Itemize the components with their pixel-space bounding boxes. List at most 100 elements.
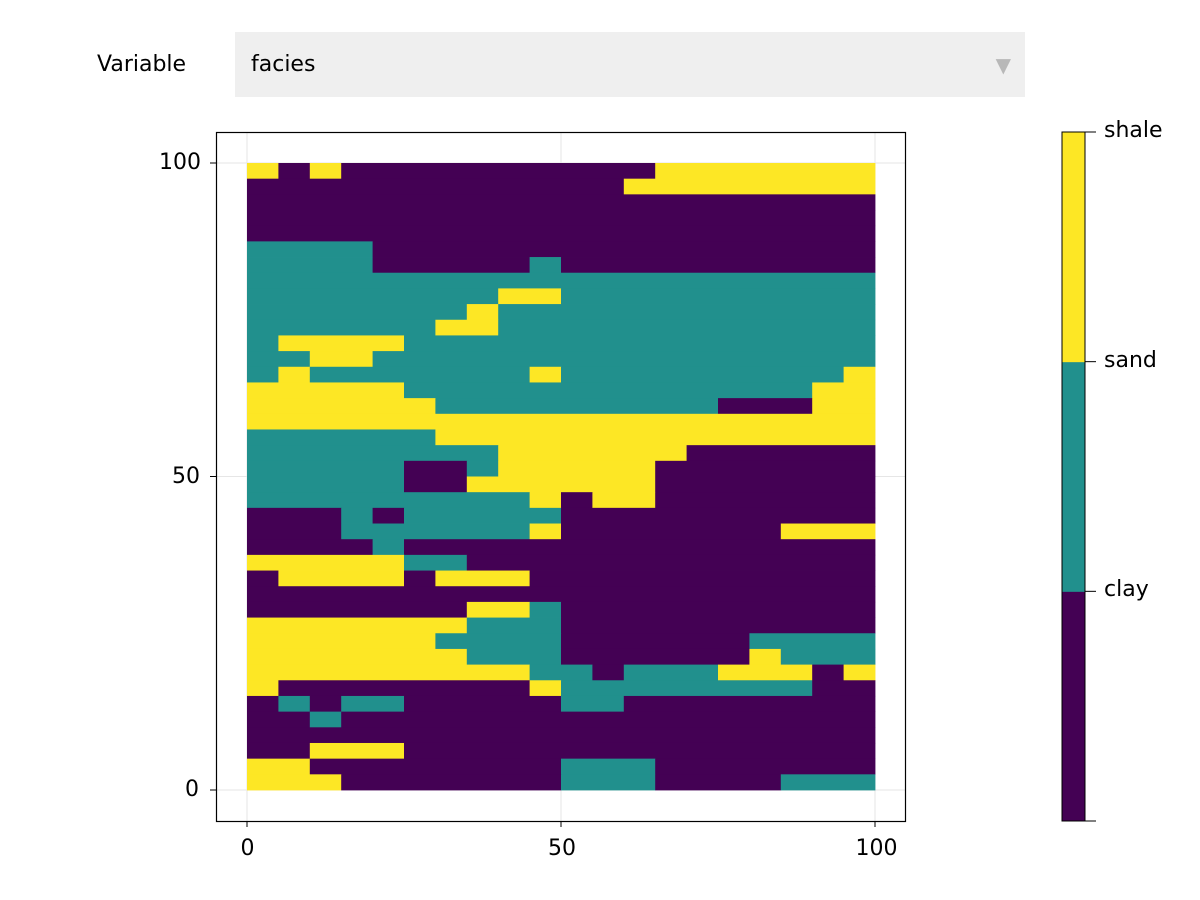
heatmap-cell-sand [247, 272, 876, 289]
heatmap-cell-sand [247, 476, 405, 493]
colorbar-segment-shale [1062, 132, 1085, 363]
heatmap-cell-sand [247, 241, 373, 258]
heatmap-cell-clay [247, 742, 311, 760]
heatmap-cell-clay [623, 695, 876, 713]
heatmap-cell-sand [247, 319, 436, 336]
heatmap-cell-sand [435, 633, 562, 650]
heatmap-cell-clay [247, 539, 373, 556]
heatmap-cell-sand [561, 695, 625, 713]
heatmap-cell-clay [247, 570, 279, 587]
heatmap-cell-clay [686, 445, 876, 462]
heatmap-cell-shale [655, 163, 876, 180]
x-tick-label: 100 [855, 836, 898, 861]
heatmap-cell-clay [247, 727, 876, 744]
heatmap-cell-shale [278, 366, 311, 383]
x-tick-label: 0 [240, 836, 255, 861]
axis-ticks [210, 162, 876, 827]
colorbar-segment-sand [1062, 361, 1085, 592]
heatmap-cell-clay [341, 163, 656, 180]
dropdown-triangle-icon: ▼ [995, 53, 1011, 77]
heatmap-cell-sand [561, 680, 813, 697]
heatmap-cell-sand [561, 774, 656, 791]
variable-dropdown-value: facies [251, 52, 316, 77]
heatmap-cell-shale [247, 680, 279, 697]
heatmap-cell-shale [278, 335, 405, 352]
variable-label: Variable [97, 52, 187, 77]
variable-dropdown[interactable]: facies ▼ [235, 32, 1025, 97]
colorbar-label-clay: clay [1104, 577, 1149, 603]
heatmap-cell-sand [561, 758, 656, 775]
heatmap-cell-clay [655, 774, 782, 791]
heatmap-cell-sand [435, 398, 719, 415]
heatmap-cell-sand [466, 648, 562, 665]
heatmap-cell-shale [309, 742, 405, 760]
x-tick-label: 50 [548, 836, 576, 861]
heatmap-cell-sand [247, 304, 468, 321]
heatmap-cell-shale [247, 398, 436, 415]
heatmap-cell-shale [529, 366, 562, 383]
heatmap-cell-sand [529, 257, 562, 274]
heatmap-cell-sand [341, 695, 405, 713]
heatmap-cell-sand [780, 774, 876, 791]
heatmap-cell-clay [309, 695, 342, 713]
heatmap-cell-sand [247, 366, 279, 383]
heatmap-cell-shale [309, 351, 373, 368]
heatmap-cell-sand [247, 351, 311, 368]
heatmap-cell-shale [498, 445, 687, 462]
heatmap-cell-sand [561, 288, 876, 305]
heatmap-cell-shale [247, 382, 405, 399]
heatmap-cell-sand [247, 460, 405, 477]
heatmap-cell-clay [655, 758, 876, 775]
heatmap-cell-clay [561, 633, 750, 650]
heatmap-cell-clay [247, 586, 876, 603]
heatmap-cell-shale [529, 680, 562, 697]
heatmap-cell-sand [561, 366, 844, 383]
heatmap-cell-clay [812, 664, 844, 681]
heatmap-cell-clay [247, 601, 468, 618]
heatmap-cell-sand [247, 492, 530, 509]
heatmap-cell-sand [529, 664, 593, 681]
heatmap-cell-shale [466, 601, 530, 618]
heatmap-cell-shale [247, 554, 405, 571]
heatmap-cell-shale [247, 633, 436, 650]
heatmap-cell-sand [247, 257, 373, 274]
heatmap-cell-sand [341, 507, 373, 524]
y-tick-label: 0 [185, 777, 199, 802]
heatmap-cell-shale [466, 476, 656, 493]
heatmap-cell-sand [372, 351, 876, 368]
heatmap-cell-clay [278, 163, 311, 180]
heatmap-cell-sand [247, 429, 436, 446]
heatmap-cell-shale [843, 664, 876, 681]
y-tick-label: 100 [159, 150, 201, 175]
heatmap-cell-clay [341, 774, 562, 791]
heatmap-cell-sand [247, 335, 279, 352]
heatmap-cells [247, 163, 876, 791]
heatmap-cell-clay [561, 648, 750, 665]
heatmap-cell-sand [247, 445, 499, 462]
heatmap-cell-clay [247, 225, 876, 242]
heatmap-cell-clay [247, 711, 311, 728]
heatmap-cell-sand [466, 617, 562, 634]
heatmap-cell-sand [404, 382, 813, 399]
heatmap-cell-clay [561, 617, 876, 634]
heatmap-cell-shale [247, 774, 342, 791]
heatmap-cell-clay [529, 570, 876, 587]
heatmap-cell-shale [247, 648, 468, 665]
heatmap-cell-clay [372, 507, 405, 524]
heatmap-cell-sand [372, 539, 405, 556]
heatmap-cell-shale [435, 570, 530, 587]
heatmap-cell-clay [247, 695, 279, 713]
heatmap-cell-clay [655, 492, 876, 509]
heatmap-cell-shale [529, 523, 562, 540]
heatmap-cell-shale [278, 570, 405, 587]
heatmap-cell-shale [812, 398, 876, 415]
heatmap-cell-clay [561, 257, 876, 274]
heatmap-cell-clay [372, 241, 876, 258]
heatmap-cell-sand [247, 288, 499, 305]
heatmap-cell-shale [529, 492, 562, 509]
heatmap-cell-clay [561, 523, 782, 540]
colorbar-label-sand: sand [1104, 347, 1157, 373]
heatmap-cell-clay [309, 758, 562, 775]
heatmap-cell-sand [498, 319, 876, 336]
